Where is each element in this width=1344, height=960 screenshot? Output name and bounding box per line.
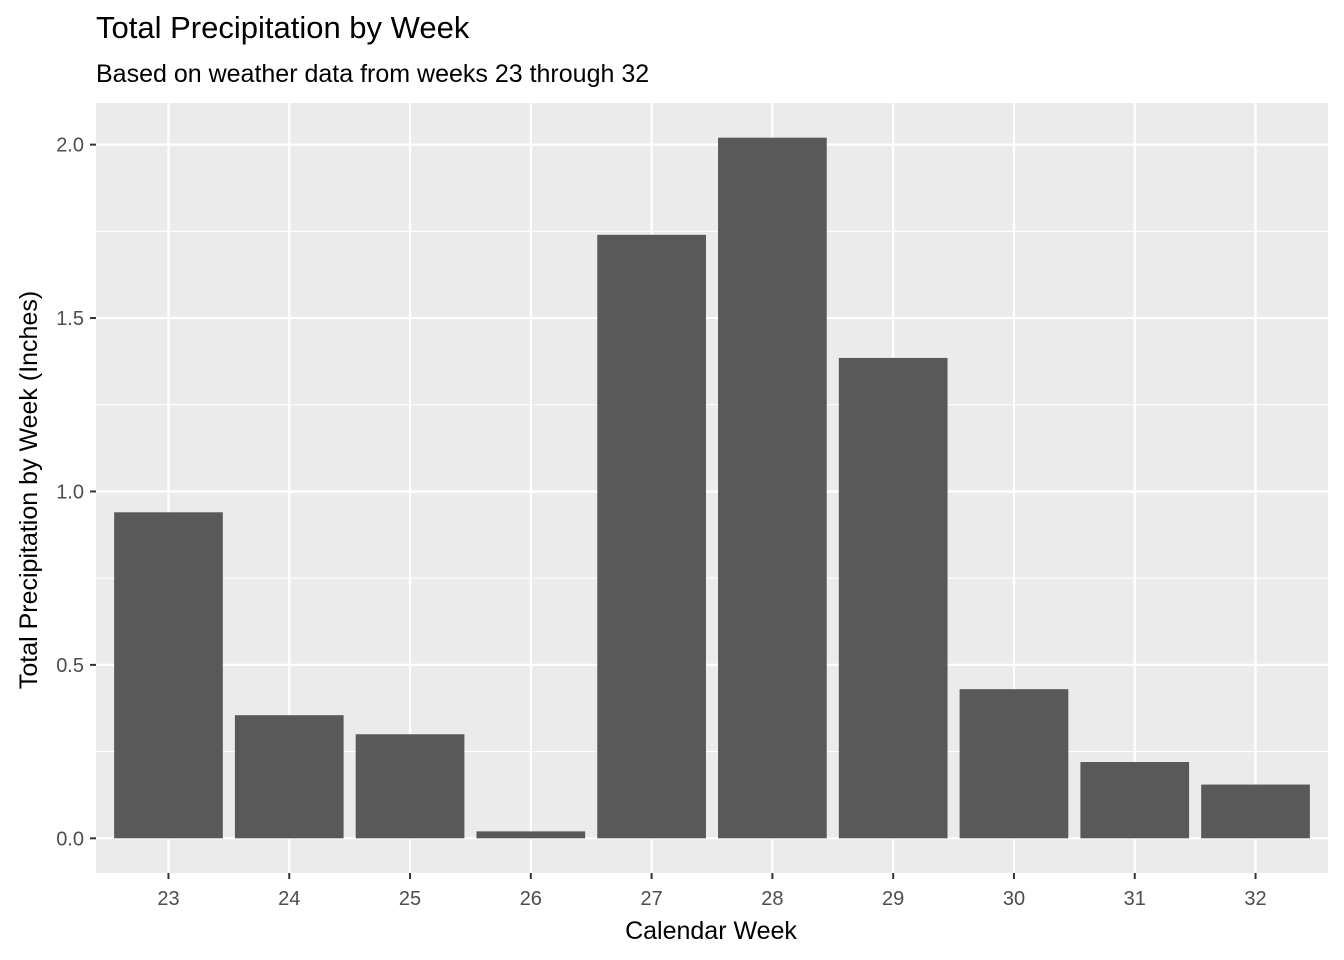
- x-tick-label: 31: [1124, 888, 1146, 910]
- x-tick-label: 29: [882, 888, 904, 910]
- bar-week-31: [1080, 762, 1190, 839]
- bar-week-26: [476, 831, 586, 839]
- y-tick-label: 0.5: [56, 655, 84, 677]
- y-tick-label: 1.5: [56, 308, 84, 330]
- x-axis: 23 24 25 26 27 28 29 30 31 32: [157, 873, 1267, 910]
- x-tick-label: 27: [640, 888, 662, 910]
- chart-title: Total Precipitation by Week: [96, 10, 470, 45]
- y-axis: 0.0 0.5 1.0 1.5 2.0: [56, 135, 96, 850]
- chart-subtitle: Based on weather data from weeks 23 thro…: [96, 60, 650, 88]
- x-tick-label: 24: [278, 888, 300, 910]
- bars: [114, 137, 1310, 839]
- bar-week-29: [838, 357, 948, 839]
- y-tick-label: 0.0: [56, 828, 84, 850]
- x-tick-label: 23: [157, 888, 179, 910]
- bar-week-32: [1201, 784, 1310, 839]
- x-axis-label: Calendar Week: [625, 917, 797, 945]
- bar-week-24: [234, 715, 344, 839]
- y-tick-label: 1.0: [56, 481, 84, 503]
- bar-week-30: [959, 689, 1069, 839]
- bar-week-27: [597, 234, 706, 839]
- x-tick-label: 32: [1244, 888, 1266, 910]
- x-tick-label: 30: [1003, 888, 1025, 910]
- bar-week-28: [718, 137, 827, 839]
- bar-week-23: [114, 512, 223, 839]
- x-tick-label: 25: [399, 888, 421, 910]
- x-tick-label: 26: [520, 888, 542, 910]
- bar-week-25: [355, 734, 465, 839]
- y-axis-label: Total Precipitation by Week (Inches): [15, 291, 43, 689]
- x-tick-label: 28: [761, 888, 783, 910]
- y-tick-label: 2.0: [56, 135, 84, 157]
